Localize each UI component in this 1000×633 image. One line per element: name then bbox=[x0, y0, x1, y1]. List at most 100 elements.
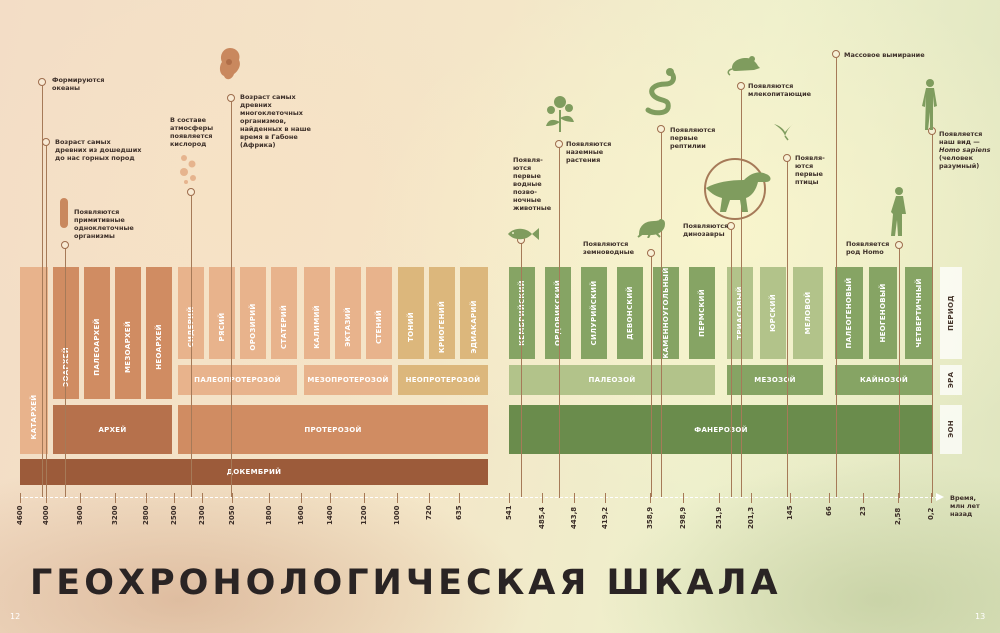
event-marker-unicellular bbox=[61, 241, 69, 249]
period-stenian: СТЕНИЙ bbox=[366, 267, 392, 359]
axis-tick-mark bbox=[115, 493, 116, 503]
period-label: КЕМБРИЙСКИЙ bbox=[518, 280, 526, 346]
period-label: ПЕРМСКИЙ bbox=[698, 289, 706, 337]
event-line-land-plants bbox=[559, 148, 560, 498]
annotation-unicellular: Появляются примитивные одноклеточные органи… bbox=[74, 208, 134, 240]
period-label: ЭКТАЗИЙ bbox=[344, 307, 352, 347]
period-neogene: НЕОГЕНОВЫЙ bbox=[869, 267, 897, 359]
annotation-oxygen: В составе атмосферы появляется кислород bbox=[170, 116, 214, 148]
period-label: ЭОАРХЕЙ bbox=[62, 347, 70, 387]
axis-tick-mark bbox=[683, 493, 684, 503]
axis-tick-mark bbox=[232, 493, 233, 503]
axis-tick-label: 4600 bbox=[16, 505, 24, 525]
period-cretaceous: МЕЛОВОЙ bbox=[793, 267, 823, 359]
annotation-land-plants: Появляются наземные растения bbox=[566, 140, 612, 164]
annotation-vertebrates: Появля-ются первые водные позво-ночные живот… bbox=[513, 156, 552, 212]
period-label: ТОНИЙ bbox=[407, 312, 415, 342]
axis-tick-label: 298,9 bbox=[679, 506, 687, 529]
event-line-vertebrates bbox=[521, 243, 522, 498]
bird-icon bbox=[774, 122, 796, 141]
axis-tick-label: 2500 bbox=[170, 505, 178, 525]
axis-tick-mark bbox=[605, 493, 606, 503]
period-orosirian: ОРОЗИРИЙ bbox=[240, 267, 266, 359]
event-marker-dinosaurs bbox=[727, 222, 735, 230]
event-line-sapiens bbox=[932, 134, 933, 498]
axis-tick-mark bbox=[574, 493, 575, 503]
axis-tick-label: 3200 bbox=[111, 505, 119, 525]
axis-tick-mark bbox=[364, 493, 365, 503]
event-marker-homo bbox=[895, 241, 903, 249]
row-label-era: ЭРА bbox=[940, 365, 962, 395]
annotation-birds: Появля-ются первые птицы bbox=[795, 154, 825, 186]
eon-archean: АРХЕЙ bbox=[53, 405, 172, 454]
period-label: МЕЗОАРХЕЙ bbox=[124, 321, 132, 373]
period-statherian: СТАТЕРИЙ bbox=[271, 267, 297, 359]
era-label: ПАЛЕОПРОТЕРОЗОЙ bbox=[194, 376, 281, 384]
axis-tick-mark bbox=[542, 493, 543, 503]
period-carboniferous: КАМЕННОУГОЛЬНЫЙ bbox=[653, 267, 679, 359]
annotation-rocks: Возраст самых древних из дошедших до нас г… bbox=[55, 138, 142, 162]
axis-tick-label: 485,4 bbox=[538, 506, 546, 529]
modern-human-icon bbox=[922, 79, 937, 130]
axis-tick-label: 1800 bbox=[265, 505, 273, 525]
period-label: ОРОЗИРИЙ bbox=[249, 303, 257, 351]
annotation-oceans: Формируются океаны bbox=[52, 76, 105, 92]
event-line-rocks bbox=[46, 146, 47, 498]
axis-tick-label: 0,2 bbox=[927, 507, 935, 521]
row-label-text: ПЕРИОД bbox=[947, 295, 955, 331]
event-line-extinction bbox=[836, 58, 837, 498]
period-label: КАЛИМИЙ bbox=[313, 305, 321, 349]
axis-tick-mark bbox=[790, 493, 791, 503]
axis-tick-label: 1400 bbox=[326, 505, 334, 525]
period-neoarchean: НЕОАРХЕЙ bbox=[146, 267, 172, 399]
event-line-oceans bbox=[42, 86, 43, 498]
axis-tick-mark bbox=[509, 493, 510, 503]
period-label: ОРДОВИКСКИЙ bbox=[554, 279, 562, 347]
era-label: КАЙНОЗОЙ bbox=[860, 376, 908, 384]
axis-tick-mark bbox=[269, 493, 270, 503]
event-marker-multicellular bbox=[227, 94, 235, 102]
period-eoarchean: ЭОАРХЕЙ bbox=[53, 267, 79, 399]
axis-arrow-icon bbox=[936, 493, 944, 501]
axis-tick-mark bbox=[301, 493, 302, 503]
event-line-multicellular bbox=[231, 102, 232, 498]
snake-icon bbox=[645, 68, 676, 116]
axis-tick-label: 3600 bbox=[76, 505, 84, 525]
frog-icon bbox=[637, 219, 666, 238]
era-label: МЕЗОПРОТЕРОЗОЙ bbox=[307, 376, 389, 384]
axis-tick-label: 201,3 bbox=[747, 506, 755, 529]
event-marker-birds bbox=[783, 154, 791, 162]
period-label: ПАЛЕОГЕНОВЫЙ bbox=[845, 277, 853, 349]
period-label: КАТАРХЕЙ bbox=[30, 394, 38, 440]
axis-tick-mark bbox=[46, 493, 47, 503]
axis-tick-label: 251,9 bbox=[715, 506, 723, 529]
axis-tick-label: 2800 bbox=[142, 505, 150, 525]
period-quaternary: ЧЕТВЕРТИЧНЫЙ bbox=[905, 267, 933, 359]
early-human-icon bbox=[891, 187, 906, 236]
annotation-amphibians: Появляются земноводные bbox=[583, 240, 635, 256]
event-line-dinosaurs bbox=[731, 230, 732, 498]
period-label: ТРИАСОВЫЙ bbox=[736, 286, 744, 340]
annotation-multicellular: Возраст самых древних многоклеточных органи… bbox=[240, 93, 311, 149]
axis-tick-label: 541 bbox=[505, 505, 513, 521]
mouse-icon bbox=[727, 56, 760, 76]
axis-tick-mark bbox=[80, 493, 81, 503]
bubbles-icon bbox=[180, 155, 196, 184]
period-katarchean: КАТАРХЕЙ bbox=[20, 267, 48, 454]
annotation-reptiles: Появляются первые рептилии bbox=[670, 126, 716, 150]
axis-tick-mark bbox=[20, 493, 21, 503]
era-paleoproterozoic: ПАЛЕОПРОТЕРОЗОЙ bbox=[178, 365, 297, 395]
eon-label: АРХЕЙ bbox=[98, 425, 127, 434]
axis-tick-label: 4000 bbox=[42, 505, 50, 525]
era-cenozoic: КАЙНОЗОЙ bbox=[835, 365, 933, 395]
event-marker-extinction bbox=[832, 50, 840, 58]
axis-tick-mark bbox=[898, 493, 899, 503]
dinosaur-icon bbox=[704, 158, 771, 220]
axis-tick-label: 1600 bbox=[297, 505, 305, 525]
axis-tick-mark bbox=[330, 493, 331, 503]
period-label: НЕОАРХЕЙ bbox=[155, 324, 163, 370]
period-rhyacian: РЯСИЙ bbox=[209, 267, 235, 359]
row-label-text: ЭРА bbox=[947, 371, 955, 389]
eon-proterozoic: ПРОТЕРОЗОЙ bbox=[178, 405, 488, 454]
event-line-birds bbox=[787, 161, 788, 498]
